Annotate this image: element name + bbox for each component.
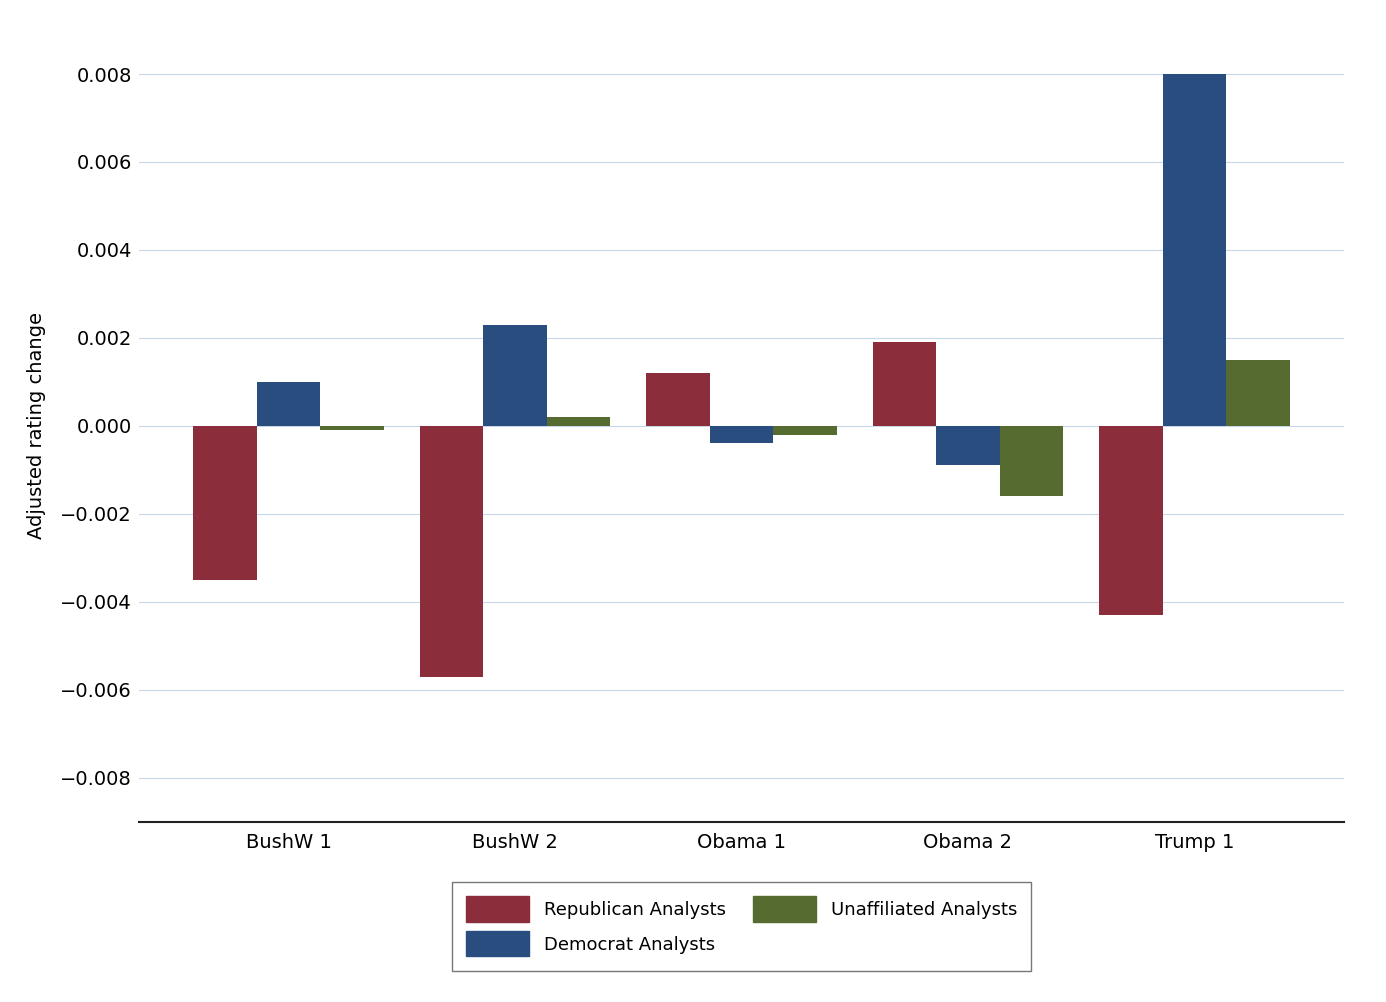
Bar <box>873 343 937 426</box>
Bar <box>773 426 837 435</box>
Bar <box>710 426 773 444</box>
Bar <box>546 417 610 426</box>
Bar <box>937 426 999 465</box>
Bar <box>999 426 1063 496</box>
Bar <box>256 382 320 426</box>
Bar <box>320 426 384 430</box>
Bar <box>194 426 256 580</box>
Bar <box>1227 360 1289 426</box>
Bar <box>484 325 546 426</box>
Bar <box>1163 74 1227 426</box>
Bar <box>420 426 484 676</box>
Legend: Republican Analysts, Democrat Analysts, Unaffiliated Analysts: Republican Analysts, Democrat Analysts, … <box>452 882 1031 971</box>
Bar <box>1099 426 1163 615</box>
Bar <box>646 373 710 426</box>
Y-axis label: Adjusted rating change: Adjusted rating change <box>26 313 46 539</box>
